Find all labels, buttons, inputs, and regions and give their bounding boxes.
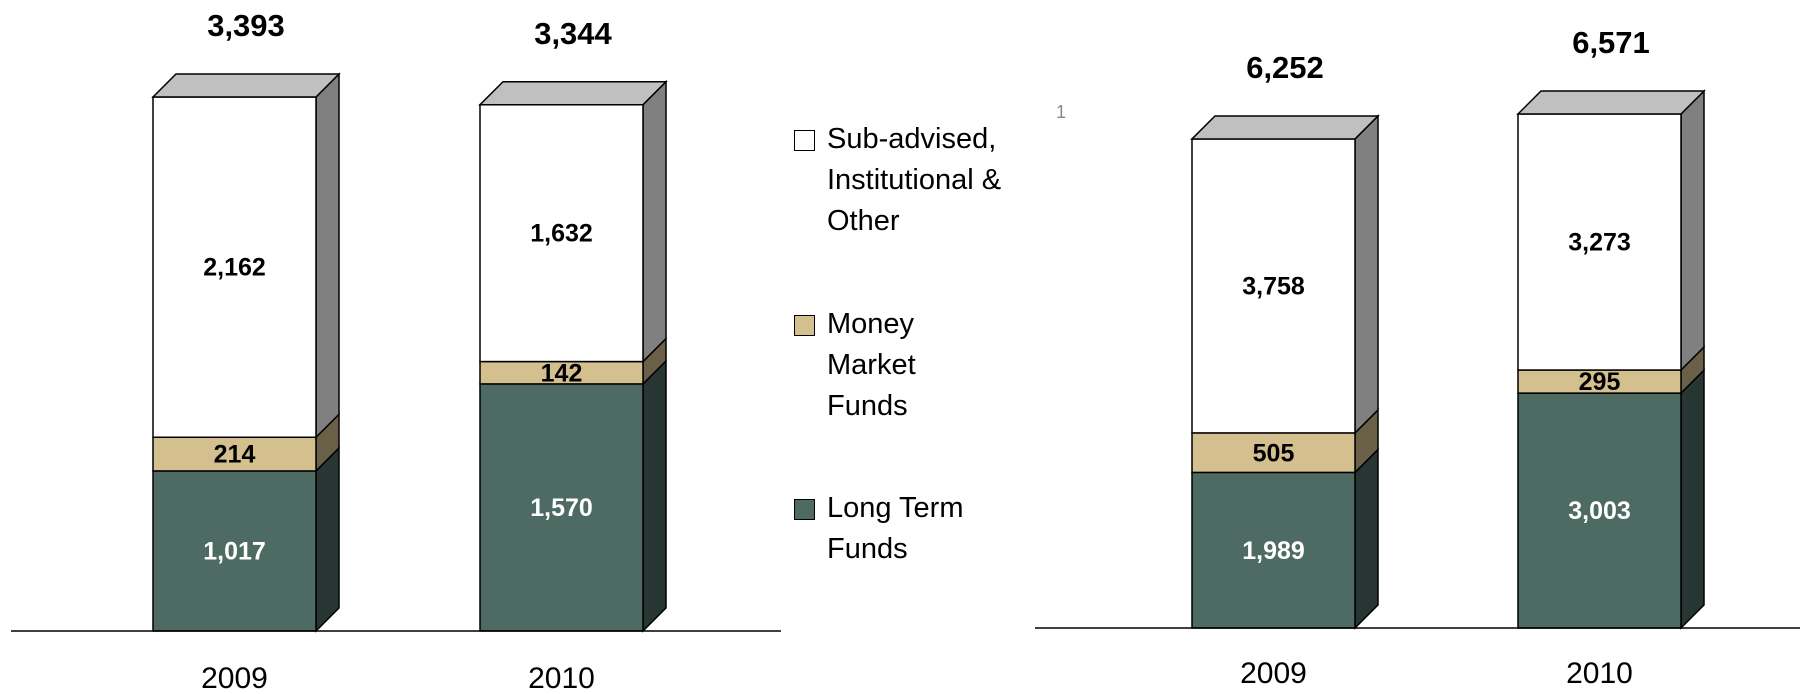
total-label: 6,571 [1572, 25, 1650, 60]
legend-swatch [794, 315, 815, 336]
total-label: 3,393 [207, 8, 285, 43]
segment-label: 142 [541, 359, 583, 387]
bar-segment [1517, 392, 1682, 629]
bar-segment [152, 470, 317, 632]
x-tick-label: 2010 [1566, 657, 1633, 690]
bar-segment [1517, 113, 1682, 371]
bar-top [151, 73, 341, 98]
segment-label: 1,017 [203, 538, 266, 566]
segment-label: 1,570 [530, 494, 593, 522]
bar-top [1190, 115, 1380, 140]
segment-label: 295 [1579, 368, 1621, 396]
legend-item: Sub-advised, Institutional & Other [794, 119, 1027, 242]
total-label: 6,252 [1246, 50, 1324, 85]
bar-segment [1191, 432, 1356, 474]
legend-label: Long Term Funds [827, 492, 964, 565]
bar-side [642, 359, 667, 633]
segment-label: 1,989 [1242, 537, 1305, 565]
legend-item: Money Market Funds [794, 304, 977, 427]
bar-side [642, 79, 667, 364]
bar-segment [479, 103, 644, 363]
legend-swatch [794, 130, 815, 151]
segment-label: 3,003 [1568, 497, 1631, 525]
bar-top [1516, 90, 1706, 115]
segment-label: 2,162 [203, 254, 266, 282]
bar-side [1354, 114, 1379, 435]
legend-label: Sub-advised, Institutional & Other [827, 123, 1002, 237]
segment-label: 505 [1253, 439, 1295, 467]
x-tick-label: 2009 [1240, 657, 1307, 690]
legend-item: Long Term Funds [794, 488, 992, 570]
bar-segment [1191, 471, 1356, 629]
legend-swatch [794, 499, 815, 520]
segment-label: 3,758 [1242, 273, 1305, 301]
bar-side [315, 72, 340, 440]
segment-label: 3,273 [1568, 229, 1631, 257]
bar-side [315, 446, 340, 633]
bar-side [1354, 447, 1379, 630]
x-tick-label: 2010 [528, 662, 595, 694]
bar-segment [152, 436, 317, 472]
x-tick-label: 2009 [201, 662, 268, 694]
total-label: 3,344 [534, 16, 612, 51]
bar-segment [1191, 138, 1356, 434]
bar-side [1680, 368, 1705, 630]
segment-label: 1,632 [530, 220, 593, 248]
bar-segment [152, 96, 317, 439]
bar-side [1680, 89, 1705, 372]
footnote-marker: 1 [1056, 102, 1067, 122]
bar-top [478, 80, 668, 106]
segment-label: 214 [214, 441, 256, 469]
legend-label: Money Market Funds [827, 308, 916, 422]
